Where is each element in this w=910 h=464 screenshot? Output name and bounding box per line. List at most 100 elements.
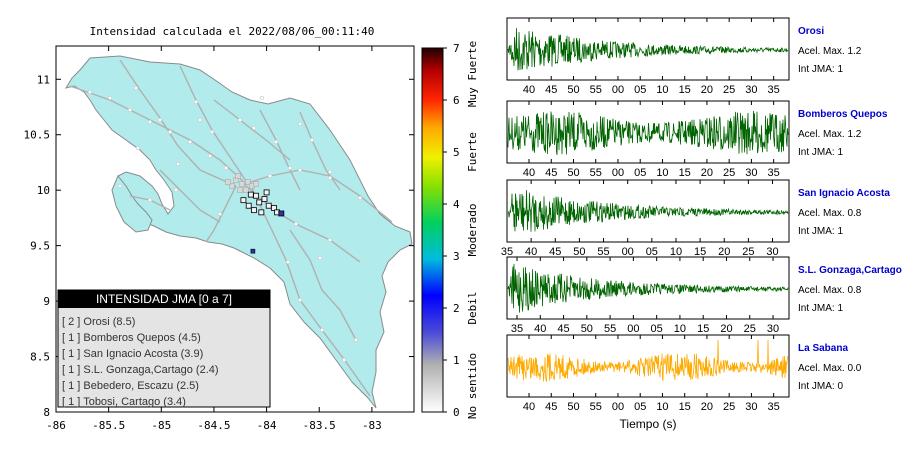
waveform-line (507, 339, 789, 382)
station-cluster-marker (243, 187, 249, 193)
colorbar-tick-label: 0 (453, 406, 460, 419)
station-marker (251, 207, 257, 214)
town-dot (208, 154, 213, 159)
trace-tick-label: 50 (573, 246, 585, 258)
town-dot (238, 118, 243, 123)
nicoya-peninsula (111, 175, 153, 233)
map-x-tick-label: -84.5 (197, 419, 230, 432)
trace-tick-label: 55 (590, 167, 602, 179)
town-dot (108, 96, 113, 101)
trace-tick-label: 20 (701, 84, 713, 96)
town-dot (297, 122, 302, 127)
colorbar-labels: No sentido Debil Moderado Fuerte Muy Fuerte (466, 41, 479, 419)
town-dot (118, 184, 123, 189)
station-markers (240, 189, 285, 254)
trace-tick-label: 40 (523, 167, 535, 179)
trace-tick-label: 40 (525, 246, 537, 258)
trace-tick-label: 00 (627, 323, 639, 335)
trace-tick-label: 55 (590, 401, 602, 413)
town-dot (267, 174, 272, 179)
colorbar-tick-label: 4 (453, 198, 460, 211)
trace-accel-max: Acel. Max. 1.2 (798, 46, 862, 57)
colorbar-ticks: 0 1 2 3 4 5 6 7 (443, 42, 460, 419)
town-dot (297, 168, 302, 173)
trace-tick-label: 10 (656, 401, 668, 413)
trace-tick-label: 00 (612, 84, 624, 96)
trace-tick-label: 35 (768, 167, 780, 179)
trace-tick-label: 45 (549, 246, 561, 258)
trace-tick-label: 25 (723, 401, 735, 413)
town-dot (297, 297, 302, 302)
trace-tick-label: 50 (581, 323, 593, 335)
town-dot (210, 130, 215, 135)
intensity-legend: INTENSIDAD JMA [0 a 7] [ 2 ] Orosi (8.5)… (57, 289, 271, 408)
station-marker (271, 205, 277, 211)
station-marker (245, 202, 252, 209)
colorbar-tick-label: 7 (453, 42, 460, 55)
colorbar-category-label: No sentido (466, 353, 479, 419)
town-dot (148, 198, 153, 203)
station-marker (261, 196, 268, 202)
trace-tick-label: 20 (718, 246, 730, 258)
map-x-tick-label: -84 (257, 419, 277, 432)
station-marker (240, 197, 247, 204)
trace-tick-label: 15 (697, 323, 709, 335)
station-cluster-marker (225, 179, 231, 185)
town-dot (224, 166, 229, 171)
map-y-tick-label: 10.5 (24, 129, 51, 142)
trace-accel-max: Acel. Max. 0.8 (798, 285, 862, 296)
trace-station-name: S.L. Gonzaga,Cartago (798, 265, 902, 276)
town-dot (188, 140, 193, 145)
map-x-tick-label: -83 (362, 419, 382, 432)
town-dot (88, 90, 93, 95)
map-y-axis: 11 10.5 10 9.5 9 8.5 8 (24, 73, 414, 419)
map-y-tick-label: 9.5 (30, 240, 50, 253)
road-line (205, 185, 237, 243)
trace-tick-label: 20 (720, 323, 732, 335)
trace-tick-label: 45 (545, 84, 557, 96)
road-line (243, 183, 361, 263)
trace-tick-label: 10 (656, 84, 668, 96)
station-cluster-marker (253, 181, 259, 187)
town-dot (136, 146, 141, 151)
trace-tick-label: 00 (612, 401, 624, 413)
trace-tick-label: 30 (766, 246, 778, 258)
trace-panel: 40 45 50 55 00 05 10 15 20 25 30 35 Orosi Acel. Max. … (506, 17, 862, 96)
station-marker (265, 202, 272, 209)
trace-int-jma: Int JMA: 0 (798, 381, 843, 392)
town-dot (327, 176, 332, 181)
town-dot (309, 138, 314, 143)
land-polygon (64, 55, 413, 409)
road-line (213, 99, 291, 161)
trace-tick-label: 25 (744, 323, 756, 335)
road-line (289, 229, 357, 341)
trace-tick-label: 15 (679, 401, 691, 413)
town-dot (317, 255, 322, 260)
map-y-tick-label: 10 (37, 184, 50, 197)
map-y-tick-label: 9 (43, 295, 50, 308)
town-dot (128, 108, 133, 113)
costa-rica-land (64, 55, 413, 409)
colorbar-tick-label: 6 (453, 94, 460, 107)
town-dot (176, 162, 181, 167)
trace-tick-label: 40 (523, 84, 535, 96)
colorbar-category-label: Debil (466, 291, 479, 324)
trace-int-jma: Int JMA: 1 (798, 226, 843, 237)
station-cluster-marker (235, 173, 241, 179)
trace-tick-label: 15 (679, 167, 691, 179)
legend-entries: [ 2 ] Orosi (8.5) [ 1 ] Bomberos Quepos (… (62, 316, 219, 408)
town-dot (194, 100, 199, 105)
trace-tick-label: 00 (612, 167, 624, 179)
station-cluster-marker (245, 179, 251, 185)
intensity-colorbar: 0 1 2 3 4 5 6 7 No sentido Debil Moderado Fuerte Mu… (421, 41, 479, 419)
road-line (299, 111, 341, 191)
legend-entry: [ 1 ] San Ignacio Acosta (3.9) (62, 348, 203, 360)
trace-tick-label: 15 (679, 84, 691, 96)
map-x-tick-label: -83.5 (303, 419, 336, 432)
trace-tick-label: 20 (701, 167, 713, 179)
trace-int-jma: Int JMA: 1 (798, 147, 843, 158)
trace-tick-label: 25 (723, 84, 735, 96)
town-dot (319, 327, 324, 332)
trace-tick-label: 50 (567, 84, 579, 96)
